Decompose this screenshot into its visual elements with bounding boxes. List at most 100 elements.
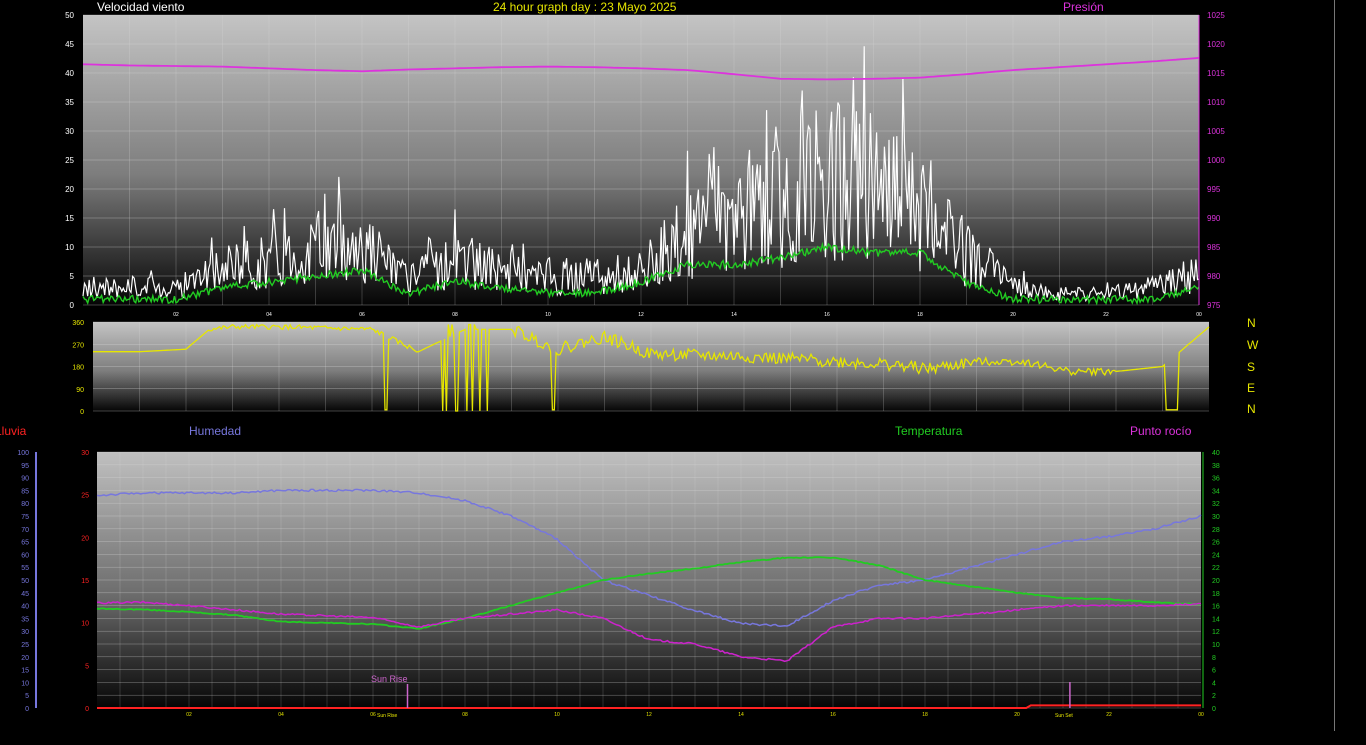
temperature-y-tick-label: 40: [1212, 450, 1220, 457]
humidity-y-tick-label: 55: [21, 565, 29, 572]
humidity-y-tick-label: 50: [21, 578, 29, 585]
temperature-y-tick-label: 36: [1212, 476, 1220, 483]
wind-y-tick-label: 15: [65, 214, 74, 223]
lower-x-tick-label: 02: [186, 712, 192, 718]
wind-direction-panel: 0 90 180 270 360: [72, 320, 1210, 416]
lower-x-tick-label: 18: [922, 712, 928, 718]
lower-x-tick-label: 06: [370, 712, 376, 718]
lower-x-tick-label: 00: [1198, 712, 1204, 718]
humidity-y-tick-label: 25: [21, 642, 29, 649]
humidity-label: Humedad: [189, 424, 242, 438]
lower-x-tick-label: 08: [462, 712, 468, 718]
direction-y-ticks: 0 90 180 270 360: [72, 320, 84, 416]
wind-grid: [83, 14, 1199, 306]
compass-e: E: [1247, 381, 1256, 395]
humidity-y-tick-label: 45: [21, 591, 29, 598]
humidity-y-tick-label: 70: [21, 527, 29, 534]
pressure-y-tick-label: 1020: [1207, 40, 1225, 49]
compass-w: W: [1247, 338, 1259, 352]
lower-x-ticks: 02 04 06 08 10 12 14 16 18 20 22 00: [186, 712, 1204, 718]
direction-grid: [93, 321, 1209, 412]
lower-x-tick-label: 16: [830, 712, 836, 718]
wind-y-tick-label: 25: [65, 156, 74, 165]
wind-y-tick-label: 30: [65, 127, 74, 136]
humidity-y-tick-label: 35: [21, 616, 29, 623]
temperature-y-tick-label: 18: [1212, 591, 1220, 598]
lower-grid: [97, 451, 1201, 709]
rain-y-ticks: 0 5 10 15 20 25 30: [81, 450, 89, 713]
rain-y-tick-label: 30: [81, 450, 89, 457]
rain-y-tick-label: 10: [81, 621, 89, 628]
right-border-line: [1334, 0, 1335, 731]
temperature-y-tick-label: 4: [1212, 680, 1216, 687]
humidity-y-tick-label: 20: [21, 655, 29, 662]
dewpoint-label: Punto rocío: [1130, 424, 1192, 438]
graph-title: 24 hour graph day : 23 Mayo 2025: [493, 0, 677, 14]
compass-n-top: N: [1247, 316, 1256, 330]
direction-y-tick-label: 360: [72, 320, 84, 327]
temperature-y-tick-label: 20: [1212, 578, 1220, 585]
humidity-y-tick-label: 5: [25, 693, 29, 700]
wind-x-tick-label: 18: [917, 312, 923, 318]
temperature-y-tick-label: 32: [1212, 501, 1220, 508]
humidity-y-tick-label: 95: [21, 463, 29, 470]
wind-direction-line: [93, 323, 1210, 412]
pressure-y-tick-label: 980: [1207, 272, 1221, 281]
humidity-y-tick-label: 30: [21, 629, 29, 636]
temperature-y-tick-label: 10: [1212, 642, 1220, 649]
temperature-line: [96, 556, 1202, 630]
compass-n-bottom: N: [1247, 402, 1256, 416]
humidity-y-tick-label: 40: [21, 604, 29, 611]
compass-s: S: [1247, 360, 1256, 374]
wind-x-tick-label: 00: [1196, 312, 1202, 318]
humidity-y-tick-label: 60: [21, 552, 29, 559]
humidity-y-tick-label: 0: [25, 706, 29, 713]
wind-x-ticks: 02 04 06 08 10 12 14 16 18 20 22 00: [173, 312, 1202, 318]
humidity-y-tick-label: 10: [21, 680, 29, 687]
wind-y-tick-label: 35: [65, 98, 74, 107]
humidity-y-tick-label: 100: [17, 450, 29, 457]
wind-x-tick-label: 14: [731, 312, 737, 318]
wind-x-tick-label: 04: [266, 312, 272, 318]
wind-y-tick-label: 20: [65, 185, 74, 194]
pressure-y-tick-label: 985: [1207, 243, 1221, 252]
wind-y-tick-label: 5: [70, 272, 75, 281]
wind-x-tick-label: 12: [638, 312, 644, 318]
temperature-y-tick-label: 6: [1212, 668, 1216, 675]
humidity-y-tick-label: 80: [21, 501, 29, 508]
temperature-y-tick-label: 16: [1212, 604, 1220, 611]
wind-speed-label: Velocidad viento: [97, 0, 185, 14]
dewpoint-line: [96, 600, 1202, 663]
wind-y-tick-label: 45: [65, 40, 74, 49]
temperature-y-tick-label: 24: [1212, 552, 1220, 559]
wind-y-tick-label: 10: [65, 243, 74, 252]
lower-x-tick-label: 20: [1014, 712, 1020, 718]
rain-y-tick-label: 15: [81, 578, 89, 585]
pressure-y-tick-label: 1015: [1207, 69, 1225, 78]
humidity-y-tick-label: 15: [21, 668, 29, 675]
rain-y-tick-label: 20: [81, 535, 89, 542]
wind-gust-line: [82, 46, 1200, 303]
wind-x-tick-label: 20: [1010, 312, 1016, 318]
lower-x-tick-label: 22: [1106, 712, 1112, 718]
pressure-label: Presión: [1063, 0, 1104, 14]
lower-x-tick-label: 04: [278, 712, 284, 718]
temperature-label: Temperatura: [895, 424, 963, 438]
pressure-y-tick-label: 1000: [1207, 156, 1225, 165]
temperature-y-tick-label: 14: [1212, 616, 1220, 623]
humidity-y-tick-label: 65: [21, 540, 29, 547]
humidity-line: [96, 488, 1202, 628]
lower-x-tick-label: 10: [554, 712, 560, 718]
lower-x-tick-label: 14: [738, 712, 744, 718]
wind-y-tick-label: 40: [65, 69, 74, 78]
rain-y-tick-label: 5: [85, 663, 89, 670]
humidity-y-tick-label: 90: [21, 476, 29, 483]
temperature-y-tick-label: 38: [1212, 463, 1220, 470]
wind-x-tick-label: 08: [452, 312, 458, 318]
humidity-y-tick-label: 85: [21, 488, 29, 495]
direction-y-tick-label: 90: [76, 387, 84, 394]
direction-y-tick-label: 0: [80, 409, 84, 416]
